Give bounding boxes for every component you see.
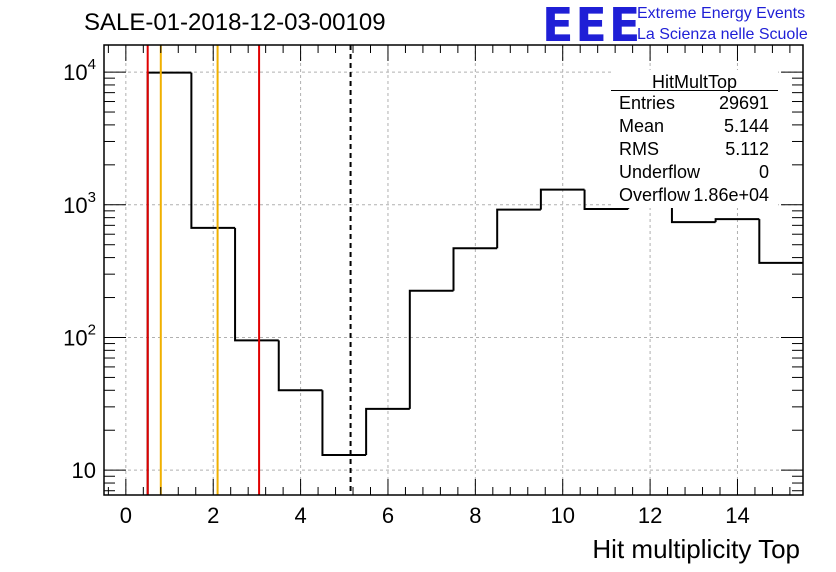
logo-caption-line1: Extreme Energy Events: [637, 5, 806, 22]
y-tick-label: 104: [63, 56, 96, 85]
histogram-bin: [321, 390, 367, 457]
y-tick-base: 10: [72, 458, 96, 483]
stats-key: Overflow: [619, 185, 691, 205]
histogram-bin: [234, 227, 279, 342]
stats-key: Entries: [619, 93, 676, 113]
run-title: SALE-01-2018-12-03-00109: [84, 9, 386, 36]
stats-value: 0: [758, 162, 769, 182]
histogram-bin: [758, 219, 803, 264]
stats-key: RMS: [619, 139, 659, 159]
x-axis-label: Hit multiplicity Top: [592, 534, 800, 564]
histogram-bin: [277, 340, 323, 392]
y-tick-label: 10: [72, 458, 96, 483]
histogram-bin: [146, 71, 192, 495]
stats-key: Mean: [619, 116, 665, 136]
histogram-bin: [583, 189, 629, 210]
stats-row-mean: Mean 5.144: [619, 116, 769, 139]
stats-row-overflow: Overflow 1.86e+04: [619, 185, 769, 208]
x-tick-label: 4: [294, 503, 306, 528]
stats-title: HitMultTop: [651, 72, 738, 92]
histogram-bin: [408, 289, 454, 409]
stats-row-entries: Entries 29691: [619, 93, 769, 116]
y-tick-exponent: 4: [88, 56, 96, 73]
y-tick-exponent: 3: [88, 189, 96, 206]
stats-value: 5.144: [723, 116, 769, 136]
vertical-lines-layer: [146, 45, 352, 495]
stats-value: 5.112: [725, 139, 769, 159]
y-tick-exponent: 2: [88, 321, 96, 338]
stats-box: HitMultTop Entries 29691 Mean 5.144 RMS …: [611, 70, 778, 208]
stats-row-underflow: Underflow 0: [619, 162, 769, 185]
y-tick-base: 10: [63, 325, 87, 350]
x-tick-label: 12: [638, 503, 662, 528]
x-tick-label: 0: [120, 503, 132, 528]
stats-title-underline: [611, 90, 778, 91]
histogram-bin: [452, 247, 498, 291]
stats-value: 1.86e+04: [693, 185, 769, 205]
x-tick-label: 14: [725, 503, 749, 528]
histogram-bin: [714, 218, 760, 223]
plot-frame: [103, 44, 804, 496]
x-tick-label: 6: [382, 503, 394, 528]
stats-value: 29691: [718, 93, 769, 113]
histogram-bin: [539, 188, 585, 210]
ticks-layer: [104, 45, 803, 495]
stats-key: Underflow: [619, 162, 701, 182]
histogram-bin: [365, 407, 410, 456]
histogram-bin: [496, 208, 541, 249]
x-tick-label: 2: [207, 503, 219, 528]
x-tick-label: 10: [550, 503, 574, 528]
histogram-bin: [190, 72, 236, 229]
y-tick-label: 102: [63, 321, 96, 350]
y-tick-base: 10: [63, 193, 87, 218]
y-tick-base: 10: [63, 60, 87, 85]
logo-caption-line2: La Scienza nelle Scuole: [637, 26, 808, 43]
grid-layer: [104, 45, 803, 495]
y-tick-label: 103: [63, 189, 96, 218]
x-tick-label: 8: [469, 503, 481, 528]
logo-caption: Extreme Energy Events La Scienza nelle S…: [637, 3, 808, 45]
eee-logo: EEE: [542, 0, 643, 52]
stats-row-rms: RMS 5.112: [619, 139, 769, 162]
